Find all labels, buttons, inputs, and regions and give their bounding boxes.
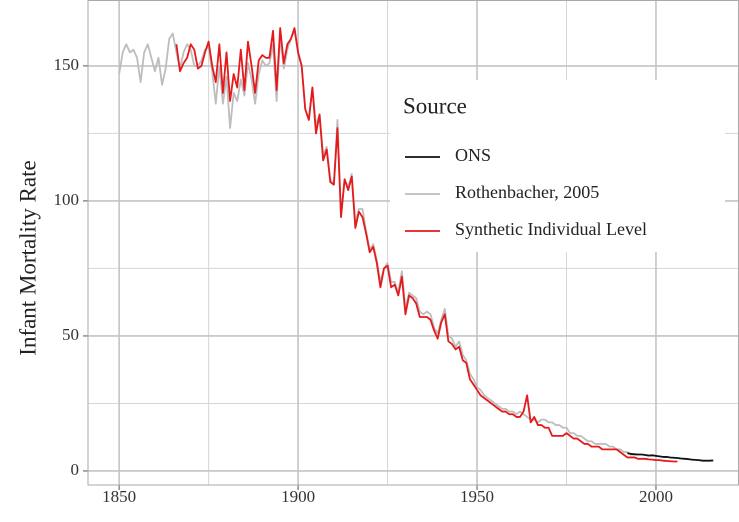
legend: Source ONS Rothenbacher, 2005 Synthetic Ind… [390,80,725,252]
x-tick-label: 1950 [460,487,494,506]
legend-label: ONS [455,145,491,165]
series-line [175,27,678,463]
y-tick-label: 50 [62,325,79,344]
y-tick-label: 0 [71,460,80,479]
legend-label: Synthetic Individual Level [455,219,647,239]
legend-background [390,80,725,252]
series-line [627,452,714,462]
legend-label: Rothenbacher, 2005 [455,182,599,202]
x-tick-label: 1900 [281,487,315,506]
y-tick-label: 100 [54,190,80,209]
y-axis-label: Infant Mortality Rate [15,160,40,355]
legend-title: Source [403,93,467,118]
x-tick-label: 2000 [639,487,673,506]
y-tick-label: 150 [54,55,80,74]
x-tick-label: 1850 [102,487,136,506]
